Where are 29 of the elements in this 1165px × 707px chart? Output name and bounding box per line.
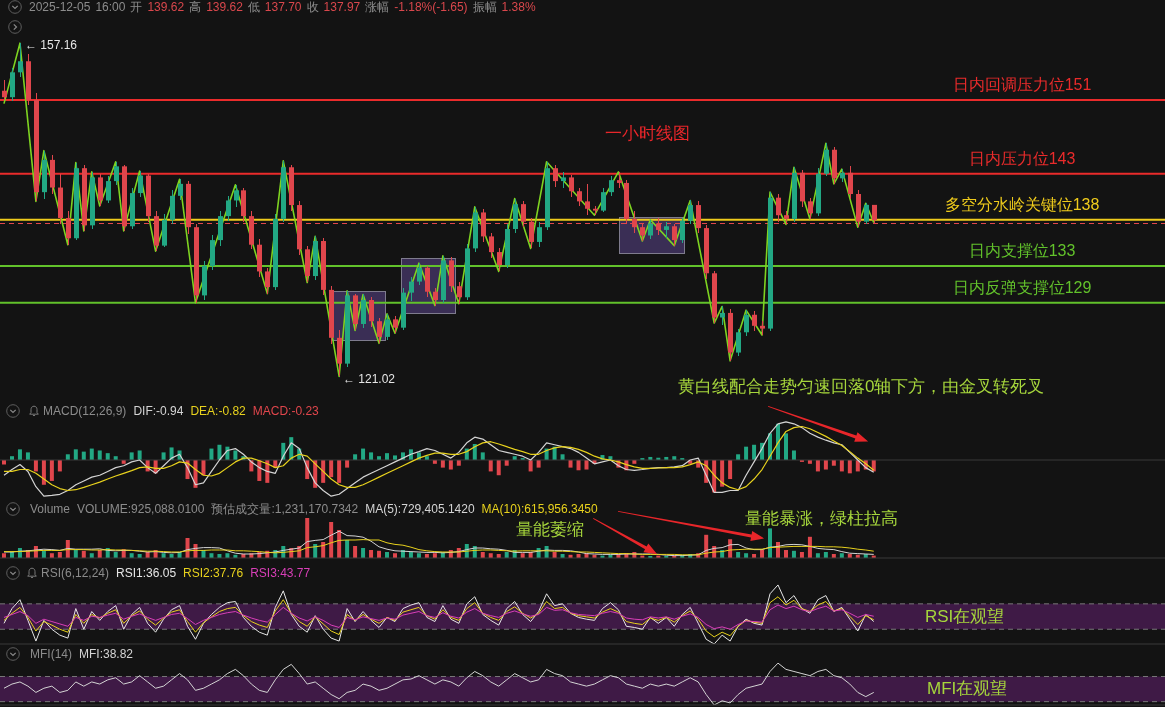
text: 2025-12-05 16:00 开 139.62 高 139.62 低 137.70 收 137.97 涨幅 -1.18%(-1.65) 振幅 1.38% — [29, 0, 536, 14]
annotation: ← 157.16 — [25, 37, 78, 53]
text: RSI1:36.05 — [116, 566, 177, 580]
text: RSI2:37.76 — [183, 566, 244, 580]
text: DEA:-0.82 — [190, 404, 246, 418]
text: MA(10):615,956.3450 — [481, 502, 598, 516]
ref-line-label: 日内压力位143 — [968, 149, 1076, 168]
text: VOLUME:925,088.0100 — [77, 502, 205, 516]
band-label: RSI在观望 — [925, 606, 1005, 627]
chart-title: MFI(14) — [30, 647, 72, 661]
text: 黄白线配合走势匀速回落0轴下方，由金叉转死叉 — [678, 377, 1045, 397]
ref-line-label: 日内支撑位133 — [968, 241, 1076, 260]
text: MACD:-0.23 — [252, 404, 319, 418]
annotation: ← 121.02 — [343, 371, 396, 387]
chart-subtitle: 预估成交量:1,231,170.7342 — [211, 502, 359, 516]
ref-line-label: 日内反弹支撑位129 — [952, 278, 1092, 297]
text: DIF:-0.94 — [133, 404, 184, 418]
annotation: 量能暴涨，绿柱拉高 — [745, 509, 898, 529]
annotation: 量能萎缩 — [516, 520, 584, 540]
chart-title: RSI(6,12,24) — [41, 566, 110, 580]
series-label: MA(5):729,405.1420 — [365, 502, 475, 516]
chart-title: Volume — [30, 502, 71, 516]
ref-line-label: 多空分水岭关键位138 — [944, 195, 1100, 214]
text: 一小时线图 — [604, 124, 690, 144]
text: RSI3:43.77 — [250, 566, 311, 580]
band-label: MFI在观望 — [927, 679, 1008, 700]
series-label: MFI:38.82 — [79, 647, 134, 661]
ref-line-label: 日内回调压力位151 — [952, 75, 1092, 94]
chart-title: MACD(12,26,9) — [43, 404, 127, 418]
